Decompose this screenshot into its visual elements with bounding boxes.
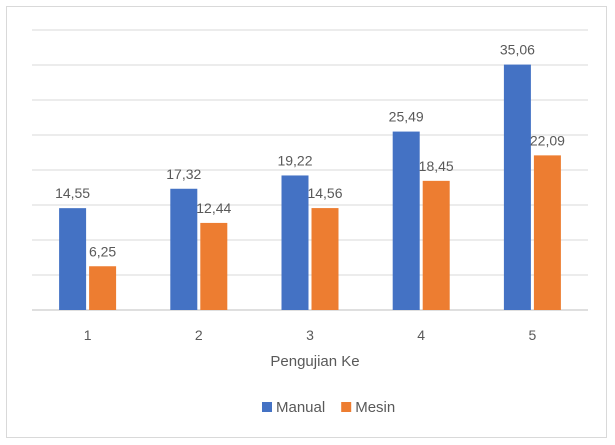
legend: Manual Mesin: [262, 399, 395, 416]
x-tick-label-2: 2: [195, 327, 203, 343]
data-label-mesin-3: 14,56: [307, 185, 342, 201]
data-label-manual-1: 14,55: [55, 185, 90, 201]
x-tick-labels: 1 2 3 4 5: [84, 327, 537, 343]
data-label-mesin-1: 6,25: [89, 243, 116, 259]
data-label-mesin-4: 18,45: [419, 158, 454, 174]
data-label-mesin-2: 12,44: [196, 200, 231, 216]
bar-manual-1: [59, 208, 87, 310]
bar-manual-4: [392, 131, 420, 310]
bars: [59, 64, 561, 310]
data-label-mesin-5: 22,09: [530, 132, 565, 148]
x-tick-label-1: 1: [84, 327, 92, 343]
data-label-manual-5: 35,06: [500, 42, 535, 58]
data-label-manual-2: 17,32: [166, 166, 201, 182]
bar-mesin-2: [200, 222, 228, 310]
bar-manual-3: [281, 175, 309, 310]
bar-mesin-3: [311, 208, 339, 310]
bar-mesin-5: [533, 155, 561, 310]
x-tick-label-4: 4: [417, 327, 425, 343]
bar-manual-5: [503, 64, 531, 310]
legend-swatch-mesin: [341, 402, 352, 412]
bar-mesin-1: [89, 266, 117, 310]
x-tick-label-3: 3: [306, 327, 314, 343]
x-tick-label-5: 5: [529, 327, 537, 343]
x-axis-title: Pengujian Ke: [270, 353, 359, 370]
legend-label-mesin: Mesin: [355, 399, 395, 416]
data-labels: 14,55 6,25 17,32 12,44 19,22 14,56 25,49 18,45 3…: [55, 42, 565, 260]
bar-mesin-4: [422, 180, 450, 310]
data-label-manual-4: 25,49: [389, 109, 424, 125]
legend-swatch-manual: [262, 402, 272, 412]
data-label-manual-3: 19,22: [277, 152, 312, 168]
gridlines: [32, 29, 588, 311]
bar-manual-2: [170, 188, 198, 310]
legend-label-manual: Manual: [276, 399, 325, 416]
